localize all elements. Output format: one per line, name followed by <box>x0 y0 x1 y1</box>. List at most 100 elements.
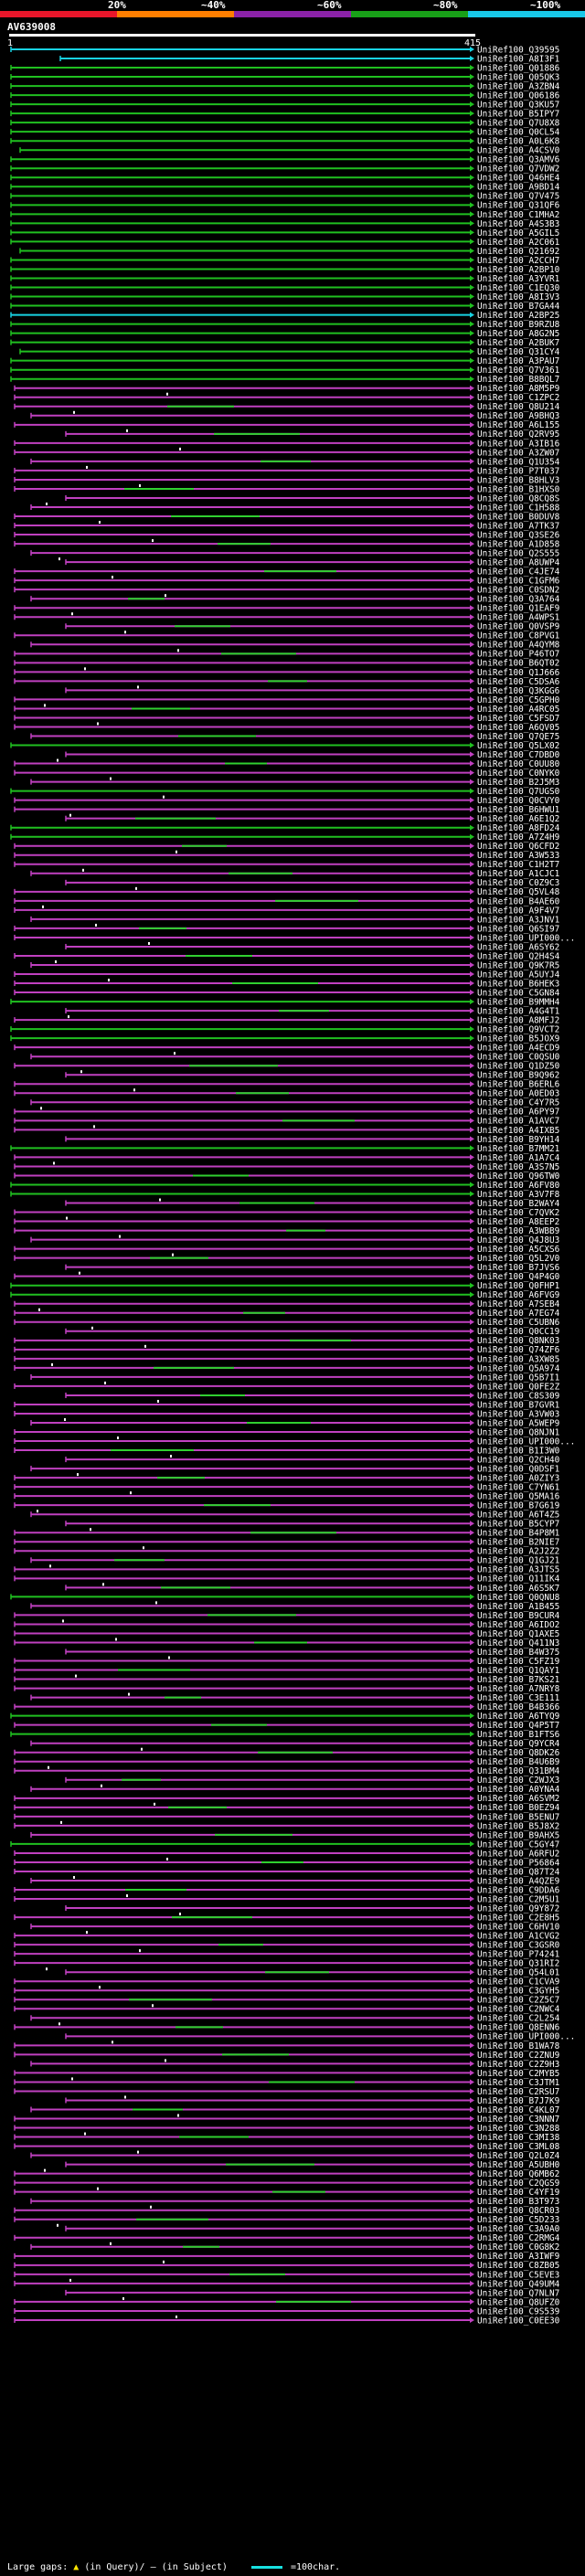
hit-row[interactable]: UniRef100_C2NWC4 <box>14 2004 560 2015</box>
hit-row[interactable]: UniRef100_Q7QE75 <box>30 732 559 742</box>
hit-row[interactable]: UniRef100_A4RC05 <box>14 704 559 715</box>
hit-label[interactable]: UniRef100_P46TO7 <box>477 650 559 660</box>
hit-label[interactable]: UniRef100_P56864 <box>477 1858 560 1868</box>
hit-row[interactable]: UniRef100_B9YH14 <box>65 1135 560 1145</box>
hit-label[interactable]: UniRef100_Q3KU57 <box>477 101 559 111</box>
hit-row[interactable]: UniRef100_A3V7F8 <box>10 1190 560 1200</box>
hit-row[interactable]: UniRef100_Q05QK3 <box>10 72 559 82</box>
hit-label[interactable]: UniRef100_C5UBN6 <box>477 1318 560 1328</box>
hit-row[interactable]: UniRef100_A8M5P9 <box>14 384 560 394</box>
hit-label[interactable]: UniRef100_A6T4Z5 <box>477 1511 559 1521</box>
hit-label[interactable]: UniRef100_C5EVE3 <box>477 2270 559 2280</box>
hit-row[interactable]: UniRef100_B8HLV3 <box>14 475 559 485</box>
hit-row[interactable]: UniRef100_B9MMH4 <box>10 997 560 1007</box>
hit-row[interactable]: UniRef100_Q8NJN1 <box>14 1427 560 1437</box>
hit-label[interactable]: UniRef100_UPI000... <box>477 1436 575 1447</box>
hit-row[interactable]: UniRef100_Q3A764 <box>30 594 560 605</box>
hit-row[interactable]: UniRef100_Q11IK4 <box>14 1574 560 1585</box>
hit-row[interactable]: UniRef100_Q9Y872 <box>65 1903 559 1913</box>
hit-row[interactable]: UniRef100_A6E1Q2 <box>65 813 559 824</box>
hit-row[interactable]: UniRef100_Q0VSP9 <box>65 622 560 632</box>
hit-label[interactable]: UniRef100_Q8CR03 <box>477 2206 559 2216</box>
hit-row[interactable]: UniRef100_P56864 <box>14 1857 560 1868</box>
hit-label[interactable]: UniRef100_Q87T24 <box>477 1867 560 1877</box>
hit-row[interactable]: UniRef100_A3ZW07 <box>14 447 559 458</box>
hit-row[interactable]: UniRef100_B4P8M1 <box>14 1528 560 1539</box>
hit-label[interactable]: UniRef100_A3V7F8 <box>477 1190 560 1200</box>
hit-row[interactable]: UniRef100_C1MHA2 <box>10 210 559 220</box>
hit-label[interactable]: UniRef100_Q01886 <box>477 63 560 73</box>
hit-row[interactable]: UniRef100_A3XW85 <box>14 1354 559 1364</box>
hit-label[interactable]: UniRef100_A6SVM2 <box>477 1794 559 1804</box>
hit-label[interactable]: UniRef100_B4W375 <box>477 1648 559 1658</box>
hit-label[interactable]: UniRef100_B2WAY4 <box>477 1199 560 1209</box>
hit-row[interactable]: UniRef100_B6HWU1 <box>14 805 560 815</box>
hit-label[interactable]: UniRef100_A3ZBN4 <box>477 81 560 91</box>
hit-label[interactable]: UniRef100_B9Q962 <box>477 1071 559 1081</box>
hit-label[interactable]: UniRef100_A4QYM8 <box>477 641 560 651</box>
hit-row[interactable]: UniRef100_C4YF19 <box>14 2187 560 2198</box>
hit-row[interactable]: UniRef100_C2M5U1 <box>14 1894 560 1904</box>
hit-label[interactable]: UniRef100_C5D233 <box>477 2215 559 2225</box>
hit-row[interactable]: UniRef100_C2QGS9 <box>14 2178 560 2189</box>
hit-label[interactable]: UniRef100_A6FVG9 <box>477 1290 560 1300</box>
hit-row[interactable]: UniRef100_B7GVR1 <box>14 1399 560 1410</box>
hit-row[interactable]: UniRef100_P7T037 <box>14 465 559 476</box>
hit-row[interactable]: UniRef100_Q2H4S4 <box>14 951 560 961</box>
hit-label[interactable]: UniRef100_A4G4T1 <box>477 1007 560 1017</box>
hit-row[interactable]: UniRef100_Q8UFZ0 <box>14 2296 560 2307</box>
hit-label[interactable]: UniRef100_A4IXB5 <box>477 1126 559 1136</box>
hit-label[interactable]: UniRef100_Q1U354 <box>477 457 560 467</box>
hit-row[interactable]: UniRef100_A4G4T1 <box>65 1007 560 1017</box>
hit-label[interactable]: UniRef100_Q05QK3 <box>477 72 559 82</box>
hit-row[interactable]: UniRef100_Q1GJ21 <box>30 1556 560 1566</box>
hit-label[interactable]: UniRef100_A7Z4H9 <box>477 832 560 843</box>
hit-label[interactable]: UniRef100_A3XW85 <box>477 1354 559 1364</box>
hit-row[interactable]: UniRef100_Q0QNU8 <box>10 1593 560 1603</box>
hit-row[interactable]: UniRef100_C3E111 <box>30 1692 560 1703</box>
hit-row[interactable]: UniRef100_A5UYJ4 <box>14 970 560 980</box>
hit-label[interactable]: UniRef100_A7NRY8 <box>477 1684 560 1694</box>
hit-row[interactable]: UniRef100_A4QYM8 <box>30 641 560 651</box>
hit-row[interactable]: UniRef100_C1H2T7 <box>14 860 559 870</box>
hit-label[interactable]: UniRef100_A7EG74 <box>477 1309 560 1319</box>
hit-label[interactable]: UniRef100_A3YVR1 <box>477 274 560 284</box>
hit-row[interactable]: UniRef100_C3A9A0 <box>57 2223 560 2234</box>
hit-label[interactable]: UniRef100_A1A7C4 <box>477 1153 560 1163</box>
hit-row[interactable]: UniRef100_Q0FE2Z <box>14 1381 560 1392</box>
hit-row[interactable]: UniRef100_Q6CFD2 <box>14 842 559 852</box>
hit-row[interactable]: UniRef100_B8BQL7 <box>10 375 559 385</box>
hit-label[interactable]: UniRef100_Q3AMV6 <box>477 155 560 165</box>
hit-row[interactable]: UniRef100_Q2CH40 <box>65 1455 560 1465</box>
hit-label[interactable]: UniRef100_Q3SE26 <box>477 530 560 540</box>
hit-row[interactable]: UniRef100_A4S3B3 <box>10 219 559 229</box>
hit-row[interactable]: UniRef100_A1AVC7 <box>14 1117 559 1127</box>
hit-row[interactable]: UniRef100_Q5MA16 <box>14 1491 560 1502</box>
hit-row[interactable]: UniRef100_C5FZ19 <box>14 1656 560 1667</box>
hit-row[interactable]: UniRef100_A1A7C4 <box>14 1153 560 1163</box>
hit-row[interactable]: UniRef100_Q0CVY0 <box>14 795 560 806</box>
hit-row[interactable]: UniRef100_C2ZNU9 <box>14 2051 560 2061</box>
hit-label[interactable]: UniRef100_A3S7N5 <box>477 1162 559 1172</box>
hit-label[interactable]: UniRef100_Q8NK03 <box>477 1336 559 1346</box>
hit-row[interactable]: UniRef100_Q06186 <box>10 91 560 101</box>
hit-label[interactable]: UniRef100_A3IB16 <box>477 439 560 449</box>
hit-label[interactable]: UniRef100_A6E1Q2 <box>477 814 559 824</box>
hit-row[interactable]: UniRef100_A6L155 <box>14 420 559 430</box>
hit-label[interactable]: UniRef100_C9S539 <box>477 2306 560 2316</box>
hit-row[interactable]: UniRef100_UPI000... <box>65 2032 575 2042</box>
hit-label[interactable]: UniRef100_B7GVR1 <box>477 1400 560 1410</box>
hit-row[interactable]: UniRef100_Q1DZ50 <box>14 1062 560 1072</box>
hit-row[interactable]: UniRef100_A6RFU2 <box>14 1849 559 1859</box>
hit-label[interactable]: UniRef100_A0YNA4 <box>477 1785 560 1795</box>
hit-label[interactable]: UniRef100_B3T973 <box>477 2197 559 2207</box>
hit-row[interactable]: UniRef100_B7J7K9 <box>65 2095 560 2106</box>
hit-row[interactable]: UniRef100_C7YN61 <box>14 1483 560 1493</box>
hit-label[interactable]: UniRef100_A1B455 <box>477 1602 559 1612</box>
hit-label[interactable]: UniRef100_Q6CFD2 <box>477 842 559 852</box>
hit-label[interactable]: UniRef100_Q0FE2Z <box>477 1382 560 1392</box>
hit-row[interactable]: UniRef100_A8FD24 <box>10 823 560 833</box>
hit-row[interactable]: UniRef100_A5WEP9 <box>30 1418 560 1428</box>
hit-row[interactable]: UniRef100_A3IWF9 <box>14 2252 560 2262</box>
hit-label[interactable]: UniRef100_B1FTS6 <box>477 1730 560 1740</box>
